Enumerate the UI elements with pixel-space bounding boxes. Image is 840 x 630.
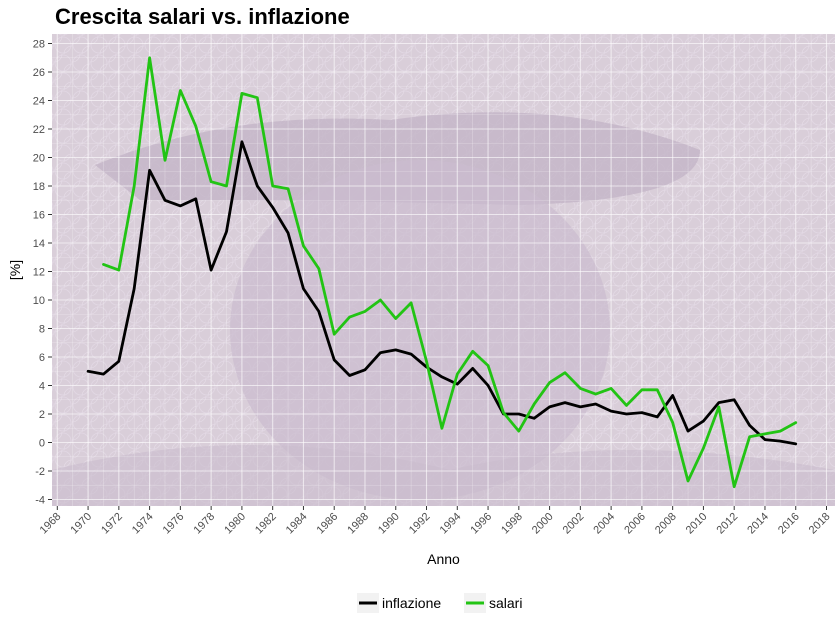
x-tick-label: 2012 (715, 511, 741, 537)
x-tick-label: 2000 (530, 511, 556, 537)
x-tick-label: 1992 (407, 511, 433, 537)
x-tick-label: 2006 (622, 511, 648, 537)
x-axis: 1968 1970 1972 1974 1976 1978 1980 1982 1984 1986… (38, 506, 833, 536)
y-tick-label: 14 (33, 238, 45, 250)
y-axis-title: [%] (7, 260, 23, 280)
y-tick-label: 8 (39, 324, 45, 336)
plot-panel (52, 34, 835, 506)
legend: inflazione salari (357, 593, 522, 613)
y-tick-label: 22 (33, 124, 45, 136)
y-tick-label: 20 (33, 153, 45, 165)
series-line-salari (102, 56, 798, 489)
x-tick-label: 2010 (684, 511, 710, 537)
x-tick-label: 1976 (161, 511, 187, 537)
x-tick-label: 1990 (376, 511, 402, 537)
y-tick-label: 12 (33, 267, 45, 279)
y-tick-label: 2 (39, 409, 45, 421)
x-tick-label: 2002 (561, 511, 587, 537)
y-tick-label: 0 (39, 438, 45, 450)
y-tick-label: 6 (39, 352, 45, 364)
series-layer (86, 56, 798, 489)
x-tick-label: 1980 (222, 511, 248, 537)
series-line-inflazione (86, 140, 798, 446)
y-tick-label: 28 (33, 39, 45, 51)
x-tick-label: 1974 (130, 511, 156, 537)
grid (52, 34, 835, 506)
x-tick-label: 1986 (315, 511, 341, 537)
chart-title: Crescita salari vs. inflazione (55, 4, 350, 29)
x-tick-label: 2018 (807, 511, 833, 537)
x-tick-label: 1994 (438, 511, 464, 537)
y-tick-label: 16 (33, 210, 45, 222)
y-tick-label: -4 (35, 495, 45, 507)
x-tick-label: 1984 (284, 511, 310, 537)
x-tick-label: 1978 (191, 511, 217, 537)
y-tick-label: 18 (33, 181, 45, 193)
y-tick-label: 24 (33, 96, 45, 108)
x-tick-label: 2016 (776, 511, 802, 537)
x-tick-label: 1996 (468, 511, 494, 537)
legend-label-salari: salari (489, 595, 522, 611)
x-tick-label: 1998 (499, 511, 525, 537)
y-tick-label: 4 (39, 381, 45, 393)
x-tick-label: 1968 (38, 511, 64, 537)
y-tick-label: 10 (33, 295, 45, 307)
x-tick-label: 1970 (68, 511, 94, 537)
x-tick-label: 2004 (591, 511, 617, 537)
collar-shape (52, 445, 835, 506)
x-tick-label: 2014 (745, 511, 771, 537)
hat-shape (95, 112, 700, 205)
x-tick-label: 1988 (345, 511, 371, 537)
x-tick-label: 1982 (253, 511, 279, 537)
legend-label-inflazione: inflazione (382, 595, 441, 611)
y-tick-label: -2 (35, 466, 45, 478)
x-axis-title: Anno (427, 551, 460, 567)
x-tick-label: 1972 (99, 511, 125, 537)
y-tick-label: 26 (33, 67, 45, 79)
x-tick-label: 2008 (653, 511, 679, 537)
